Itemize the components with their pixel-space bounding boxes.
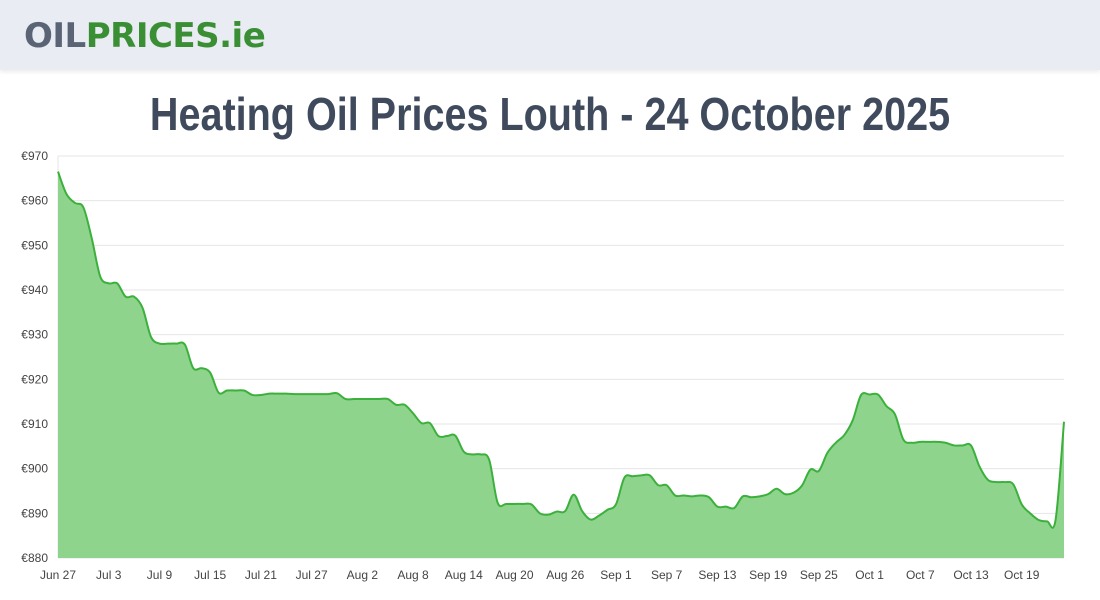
price-area	[58, 171, 1064, 558]
y-tick-label: €930	[21, 328, 48, 342]
x-tick-label: Sep 1	[600, 568, 632, 582]
site-logo[interactable]: OILPRICES.ie	[24, 14, 266, 58]
y-tick-label: €900	[21, 462, 48, 476]
price-chart: €970 €960 €950 €940 €930 €920 €910 €900 €890 €880…	[21, 149, 1065, 582]
x-tick-label: Sep 13	[698, 568, 736, 582]
logo-text-prices: PRICES.ie	[85, 16, 266, 56]
y-tick-label: €880	[21, 551, 48, 565]
site-header: OILPRICES.ie	[0, 0, 1100, 70]
x-tick-label: Aug 2	[347, 568, 379, 582]
y-tick-label: €890	[21, 506, 48, 520]
x-tick-label: Jul 21	[245, 568, 277, 582]
x-tick-label: Jul 9	[147, 568, 173, 582]
x-tick-label: Oct 1	[855, 568, 884, 582]
x-tick-label: Sep 19	[749, 568, 787, 582]
x-tick-label: Jun 27	[40, 568, 76, 582]
x-tick-label: Sep 7	[651, 568, 683, 582]
x-axis-labels: Jun 27 Jul 3 Jul 9 Jul 15 Jul 21 Jul 27 Aug 2 A…	[40, 568, 1040, 582]
x-tick-label: Oct 19	[1004, 568, 1040, 582]
y-tick-label: €910	[21, 417, 48, 431]
x-tick-label: Aug 26	[546, 568, 584, 582]
x-tick-label: Jul 3	[96, 568, 122, 582]
x-tick-label: Jul 27	[296, 568, 328, 582]
x-tick-label: Aug 8	[397, 568, 429, 582]
x-tick-label: Aug 14	[445, 568, 483, 582]
price-line	[57, 171, 1065, 529]
x-tick-label: Oct 13	[953, 568, 989, 582]
y-axis-labels: €970 €960 €950 €940 €930 €920 €910 €900 €890 €880	[21, 149, 48, 565]
logo-text-oil: OIL	[24, 16, 86, 56]
y-tick-label: €960	[21, 194, 48, 208]
x-tick-label: Aug 20	[495, 568, 533, 582]
page-title: Heating Oil Prices Louth - 24 October 20…	[149, 88, 951, 140]
y-tick-label: €970	[21, 149, 48, 163]
x-tick-label: Sep 25	[800, 568, 838, 582]
y-tick-label: €940	[21, 283, 48, 297]
y-tick-label: €920	[21, 372, 48, 386]
y-tick-label: €950	[21, 238, 48, 252]
x-tick-label: Oct 7	[906, 568, 935, 582]
x-tick-label: Jul 15	[194, 568, 226, 582]
